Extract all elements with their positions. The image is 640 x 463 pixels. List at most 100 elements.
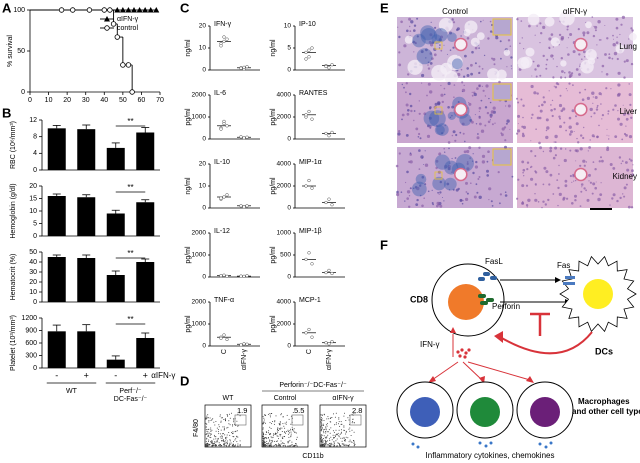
event-dot	[232, 432, 234, 434]
event-dot	[274, 440, 276, 442]
event-dot	[335, 422, 337, 424]
event-dot	[276, 430, 278, 432]
cell	[499, 40, 502, 43]
cell	[492, 106, 496, 110]
event-dot	[221, 440, 223, 442]
cell	[545, 67, 548, 70]
event-dot	[279, 429, 281, 430]
cell	[476, 87, 479, 90]
event-dot	[237, 445, 239, 447]
event-dot	[323, 429, 325, 431]
cell	[582, 136, 585, 140]
cell	[447, 106, 450, 109]
cell	[594, 29, 597, 32]
cell	[507, 39, 511, 42]
cell	[494, 122, 496, 124]
event-dot	[290, 428, 291, 430]
event-dot	[351, 422, 353, 424]
event-dot	[277, 432, 279, 434]
cell	[582, 31, 586, 35]
axis	[209, 233, 260, 278]
cell	[482, 89, 485, 92]
event-dot	[239, 444, 241, 446]
event-dot	[263, 417, 265, 419]
event-dot	[233, 421, 235, 423]
dot	[225, 124, 229, 128]
cell	[571, 109, 575, 113]
event-dot	[323, 420, 325, 421]
infiltrate	[412, 33, 426, 48]
cell	[406, 112, 410, 116]
cell	[622, 104, 624, 106]
cell	[437, 101, 441, 105]
event-dot	[271, 445, 273, 447]
significance: **	[127, 183, 133, 192]
event-dot	[288, 440, 290, 442]
cell	[628, 93, 632, 97]
cell	[567, 53, 570, 56]
event-dot	[287, 433, 289, 435]
infiltrate	[433, 28, 448, 42]
cell	[410, 109, 413, 113]
dot	[222, 333, 226, 337]
cell	[625, 117, 629, 121]
y-tick-label: 0	[21, 89, 25, 96]
cell	[626, 168, 630, 172]
cell	[530, 150, 533, 153]
cell	[584, 88, 587, 91]
event-dot	[225, 419, 226, 421]
event-dot	[207, 444, 208, 446]
cell	[418, 100, 420, 102]
cell	[552, 156, 556, 160]
cell	[536, 65, 539, 67]
cell	[435, 159, 439, 163]
cell	[615, 17, 619, 21]
marker	[125, 62, 132, 68]
event-dot	[207, 436, 209, 437]
cell	[416, 17, 419, 20]
cell	[615, 41, 619, 44]
cell	[461, 122, 465, 126]
y-axis-label: Hemoglobin (g/dl)	[10, 183, 17, 238]
cell	[540, 32, 543, 35]
cell	[568, 125, 572, 129]
event-dot	[289, 439, 291, 441]
cell	[443, 87, 446, 90]
cell	[536, 116, 540, 120]
event-dot	[320, 421, 322, 423]
cell	[486, 174, 490, 177]
cell	[575, 160, 577, 162]
y-tick-label: 4	[33, 150, 37, 157]
event-dot	[335, 436, 336, 438]
cell	[600, 103, 602, 105]
cell	[443, 147, 446, 150]
event-dot	[276, 435, 278, 437]
cell	[571, 202, 574, 205]
cell	[571, 181, 573, 183]
event-dot	[223, 445, 225, 447]
marker	[110, 21, 117, 27]
event-dot	[264, 437, 266, 439]
event-dot	[236, 430, 238, 432]
bar	[77, 331, 96, 368]
marker	[70, 7, 76, 13]
y-tick-label: 0	[202, 274, 206, 281]
event-dot	[325, 432, 327, 434]
cell	[571, 72, 574, 75]
cell	[579, 205, 582, 208]
cell	[406, 197, 410, 200]
cell	[552, 46, 554, 48]
event-dot	[207, 434, 209, 436]
event-dot	[262, 445, 264, 447]
fas-label: Fas	[557, 261, 570, 270]
event-dot	[279, 422, 281, 424]
cell	[419, 184, 422, 187]
cell	[406, 170, 409, 174]
event-dot	[288, 418, 290, 420]
cell	[567, 37, 570, 39]
event-dot	[206, 438, 208, 440]
dot	[330, 339, 334, 344]
event-dot	[224, 444, 226, 446]
cell	[451, 157, 453, 160]
cell	[416, 198, 419, 202]
